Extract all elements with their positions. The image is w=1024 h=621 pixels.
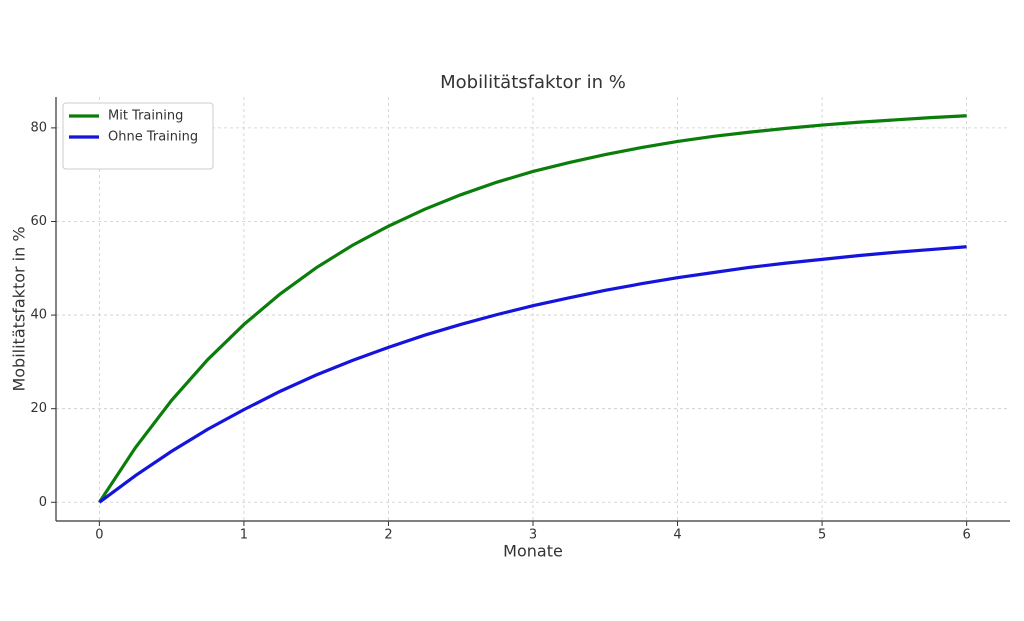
legend-box xyxy=(62,102,214,170)
chart-title: Mobilitätsfaktor in % xyxy=(440,72,626,93)
y-tick-label: 0 xyxy=(39,495,47,510)
x-tick-label: 5 xyxy=(818,528,826,543)
line-series xyxy=(98,114,967,504)
x-axis-label: Monate xyxy=(503,542,563,561)
y-tick-label: 40 xyxy=(30,308,47,323)
x-tick-label: 1 xyxy=(240,528,248,543)
x-tick-label: 6 xyxy=(962,528,970,543)
legend-label: Ohne Training xyxy=(108,130,198,145)
x-tick-label: 3 xyxy=(529,528,537,543)
y-tick-label: 80 xyxy=(30,120,47,135)
y-tick-label: 60 xyxy=(30,214,47,229)
legend-label: Mit Training xyxy=(108,109,183,124)
line-series xyxy=(98,245,967,504)
y-axis-label: Mobilitätsfaktor in % xyxy=(10,226,29,391)
x-tick-label: 0 xyxy=(95,528,103,543)
y-tick-label: 20 xyxy=(30,401,47,416)
x-tick-label: 2 xyxy=(384,528,392,543)
x-tick-label: 4 xyxy=(673,528,681,543)
